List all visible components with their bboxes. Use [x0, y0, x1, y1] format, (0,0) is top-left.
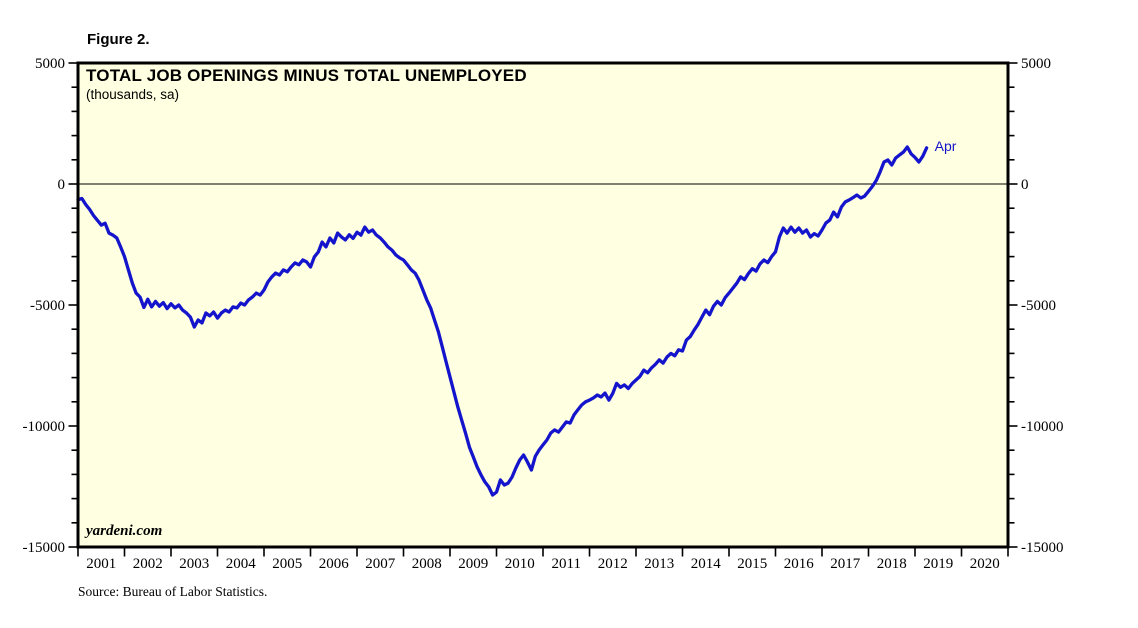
- chart-title: TOTAL JOB OPENINGS MINUS TOTAL UNEMPLOYE…: [86, 66, 527, 85]
- y-axis-tick-label-right: 5000: [1021, 56, 1051, 72]
- y-axis-tick-label-left: -5000: [30, 298, 65, 314]
- x-axis-year-label: 2006: [319, 556, 350, 572]
- y-axis-tick-label-left: -10000: [23, 419, 66, 435]
- y-axis-tick-label-left: -15000: [23, 540, 66, 556]
- y-axis-tick-label-right: -15000: [1021, 540, 1064, 556]
- y-axis-tick-label-left: 5000: [35, 56, 65, 72]
- x-axis-year-label: 2012: [598, 556, 628, 572]
- x-axis-year-label: 2016: [784, 556, 815, 572]
- chart-subtitle: (thousands, sa): [86, 87, 180, 102]
- x-axis-year-label: 2011: [552, 556, 581, 572]
- plot-area-background: [78, 63, 1008, 547]
- x-axis-year-label: 2013: [644, 556, 674, 572]
- x-axis-year-label: 2010: [505, 556, 535, 572]
- x-axis-year-label: 2003: [179, 556, 209, 572]
- x-axis-year-label: 2014: [691, 556, 722, 572]
- axis-tick-labels: 5000 5000 0 0 -5000 -5000 -10000 -10000 -15000 -1…: [23, 56, 1064, 572]
- y-axis-tick-label-right: -10000: [1021, 419, 1064, 435]
- x-axis-year-label: 2002: [133, 556, 163, 572]
- x-axis-year-label: 2019: [923, 556, 953, 572]
- data-line-series: [76, 145, 929, 497]
- figure-label: Figure 2.: [87, 31, 150, 48]
- y-axis-tick-label-right: 0: [1021, 177, 1029, 193]
- x-axis-year-label: 2004: [226, 556, 257, 572]
- x-axis-year-label: 2008: [412, 556, 442, 572]
- axis-ticks: [68, 62, 1018, 557]
- last-point-annotation: Apr: [934, 137, 957, 154]
- x-axis-year-label: 2018: [877, 556, 907, 572]
- x-axis-year-label: 2017: [830, 556, 861, 572]
- x-axis-year-label: 2007: [365, 556, 396, 572]
- x-axis-year-label: 2020: [970, 556, 1000, 572]
- x-axis-year-label: 2015: [737, 556, 767, 572]
- y-axis-tick-label-left: 0: [58, 177, 66, 193]
- y-axis-tick-label-right: -5000: [1021, 298, 1056, 314]
- plot-frame: [76, 61, 1010, 549]
- watermark-yardeni: yardeni.com: [86, 523, 163, 539]
- x-axis-year-label: 2001: [86, 556, 116, 572]
- x-axis-year-label: 2009: [458, 556, 488, 572]
- x-axis-year-label: 2005: [272, 556, 302, 572]
- source-note: Source: Bureau of Labor Statistics.: [78, 584, 268, 599]
